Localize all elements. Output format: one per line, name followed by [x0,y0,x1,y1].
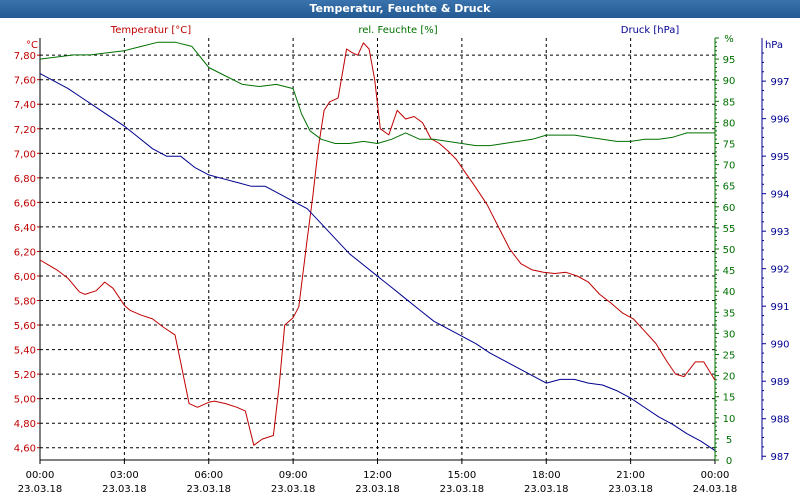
pressure-tick-label: 987 [770,452,789,463]
temperature-tick-label: 7,80 [14,51,36,62]
temperature-tick-label: 5,40 [14,346,36,357]
x-tick-label-time: 06:00 [194,470,223,481]
x-tick-label-time: 09:00 [279,470,308,481]
pressure-tick-label: 988 [770,415,789,426]
x-tick-label-date: 23.03.18 [102,484,147,495]
x-tick-label-date: 24.03.18 [693,484,738,495]
pressure-tick-label: 995 [770,152,789,163]
x-tick-label-time: 21:00 [616,470,645,481]
humidity-tick-label: % [724,34,734,45]
pressure-tick-label: 991 [770,302,789,313]
temperature-axis-title: Temperatur [°C] [110,25,191,36]
pressure-unit-label: hPa [765,40,783,51]
pressure-tick-label: 997 [770,77,789,88]
humidity-tick-label: 10 [723,414,736,425]
humidity-tick-label: 80 [723,118,736,129]
temperature-tick-label: 5,20 [14,370,36,381]
temperature-tick-label: 5,60 [14,321,36,332]
temperature-tick-label: 5,00 [14,395,36,406]
temperature-tick-label: 6,20 [14,247,36,258]
x-tick-label-date: 23.03.18 [18,484,63,495]
x-tick-label-date: 23.03.18 [355,484,400,495]
temperature-tick-label: 6,60 [14,198,36,209]
x-tick-label-time: 00:00 [26,470,55,481]
axes-layer [37,37,766,464]
x-tick-label-date: 23.03.18 [271,484,316,495]
series-layer [39,41,716,452]
x-tick-label-time: 00:00 [701,470,730,481]
humidity-tick-label: 55 [723,224,736,235]
humidity-tick-label: 30 [723,329,736,340]
grid-layer [40,38,715,460]
temperature-tick-label: 7,60 [14,76,36,87]
humidity-tick-label: 90 [723,76,736,87]
humidity-tick-label: 45 [723,266,736,277]
x-tick-label-time: 18:00 [532,470,561,481]
pressure-tick-label: 993 [770,227,789,238]
humidity-tick-label: 85 [723,97,736,108]
temperature-tick-label: 6,80 [14,174,36,185]
humidity-tick-label: 5 [726,435,732,446]
humidity-tick-label: 25 [723,351,736,362]
x-tick-label-date: 23.03.18 [608,484,653,495]
temperature-tick-label: 7,00 [14,149,36,160]
temperature-tick-label: 6,40 [14,223,36,234]
humidity-tick-label: 50 [723,245,736,256]
temperature-tick-label: 6,00 [14,272,36,283]
humidity-tick-label: 75 [723,140,736,151]
pressure-tick-label: 996 [770,115,789,126]
humidity-tick-label: 15 [723,393,736,404]
humidity-tick-label: 60 [723,203,736,214]
series-line-temperature [39,42,716,446]
humidity-tick-label: 20 [723,372,736,383]
humidity-tick-label: 40 [723,287,736,298]
temperature-tick-label: 4,60 [14,444,36,455]
temperature-tick-label: 4,80 [14,419,36,430]
humidity-tick-label: 95 [723,55,736,66]
pressure-tick-label: 990 [770,340,789,351]
pressure-tick-label: 989 [770,377,789,388]
humidity-axis-title: rel. Feuchte [%] [358,25,437,36]
series-line-humidity [39,41,715,147]
x-tick-label-date: 23.03.18 [524,484,569,495]
x-tick-label-time: 15:00 [447,470,476,481]
humidity-tick-label: 70 [723,161,736,172]
x-tick-label-time: 12:00 [363,470,392,481]
labels-layer: 00:00 23.03.18 03:00 23.03.18 06:00 23.03.18 0… [14,25,790,495]
humidity-tick-label: 0 [726,456,732,467]
temperature-unit-label: °C [26,40,38,51]
x-tick-label-date: 23.03.18 [440,484,485,495]
x-tick-label-date: 23.03.18 [186,484,231,495]
x-tick-label-time: 03:00 [110,470,139,481]
pressure-tick-label: 994 [770,190,789,201]
humidity-tick-label: 65 [723,182,736,193]
pressure-axis-title: Druck [hPa] [621,25,680,36]
pressure-tick-label: 992 [770,265,789,276]
series-line-pressure [39,73,716,452]
temperature-tick-label: 7,20 [14,125,36,136]
temperature-tick-label: 5,80 [14,297,36,308]
humidity-tick-label: 35 [723,308,736,319]
temperature-tick-label: 7,40 [14,100,36,111]
chart-title: Temperatur, Feuchte & Druck [0,0,800,18]
